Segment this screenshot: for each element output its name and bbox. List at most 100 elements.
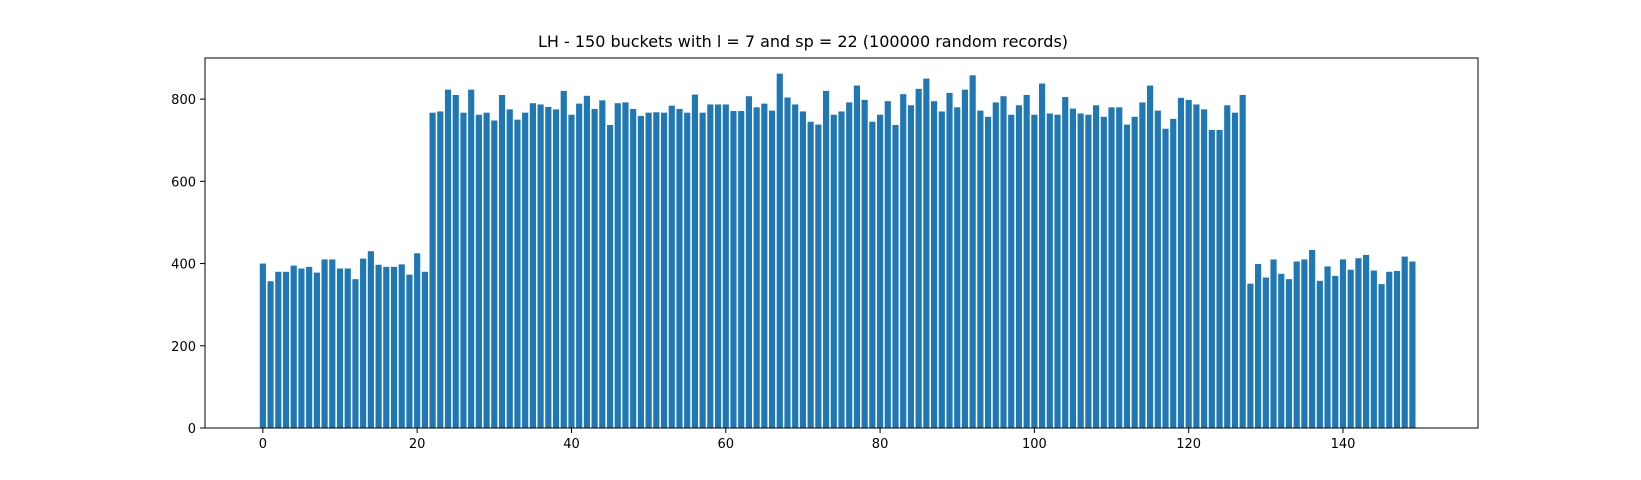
- bar-33: [514, 119, 521, 429]
- bar-49: [637, 115, 644, 428]
- bar-130: [1262, 277, 1269, 428]
- bar-35: [529, 103, 536, 428]
- bar-25: [452, 95, 459, 428]
- bar-22: [429, 112, 436, 429]
- bar-52: [660, 112, 668, 429]
- bar-8: [321, 259, 328, 428]
- x-tick-label: 140: [1331, 437, 1356, 452]
- bar-132: [1278, 273, 1285, 428]
- y-tick-label: 400: [171, 258, 196, 273]
- bar-51: [653, 112, 660, 429]
- x-tick-label: 80: [872, 437, 889, 452]
- bar-60: [722, 104, 729, 429]
- bar-93: [977, 110, 984, 429]
- x-tick-label: 100: [1022, 437, 1047, 452]
- bar-112: [1123, 124, 1131, 428]
- bar-39: [560, 90, 567, 428]
- bar-101: [1039, 83, 1046, 429]
- bar-3: [282, 271, 290, 428]
- y-tick-label: 0: [188, 422, 196, 437]
- bar-75: [838, 111, 845, 428]
- bar-96: [1000, 96, 1007, 428]
- bar-29: [483, 112, 490, 429]
- bar-40: [568, 114, 575, 428]
- bar-90: [954, 107, 961, 428]
- bar-10: [336, 268, 344, 428]
- x-tick-label: 0: [259, 437, 267, 452]
- bar-41: [576, 103, 583, 428]
- bar-48: [630, 108, 637, 428]
- plot-frame: [204, 57, 1479, 429]
- bar-88: [938, 111, 945, 428]
- bar-19: [406, 274, 413, 428]
- bar-113: [1131, 116, 1138, 428]
- bar-20: [414, 253, 421, 428]
- bar-107: [1085, 114, 1092, 428]
- bar-121: [1193, 104, 1200, 429]
- bar-4: [290, 265, 297, 428]
- bar-46: [614, 103, 621, 428]
- bar-38: [552, 109, 560, 428]
- bar-98: [1015, 105, 1023, 428]
- bar-143: [1363, 254, 1370, 428]
- bar-26: [460, 112, 467, 429]
- bar-63: [745, 96, 752, 428]
- bar-136: [1309, 249, 1316, 428]
- bar-135: [1301, 259, 1308, 428]
- bar-53: [668, 105, 675, 428]
- bar-100: [1031, 114, 1038, 428]
- bar-58: [707, 104, 714, 429]
- bar-94: [985, 116, 992, 428]
- bar-115: [1147, 85, 1154, 428]
- bar-147: [1393, 270, 1401, 428]
- bar-2: [275, 271, 282, 428]
- x-axis: 0 20 40 60 80 100 120 140: [259, 428, 1356, 452]
- y-tick-label: 200: [171, 340, 196, 355]
- bar-1: [267, 281, 274, 428]
- bar-54: [676, 108, 683, 428]
- bar-50: [645, 112, 652, 429]
- bar-71: [807, 121, 814, 428]
- bar-57: [699, 112, 706, 429]
- bar-64: [753, 107, 760, 428]
- bar-123: [1208, 129, 1215, 428]
- bar-43: [591, 108, 598, 428]
- bar-79: [869, 121, 876, 428]
- bar-119: [1177, 97, 1185, 428]
- bar-27: [468, 89, 475, 428]
- y-tick-label: 800: [171, 93, 196, 108]
- bar-47: [622, 102, 629, 429]
- x-tick-label: 60: [717, 437, 734, 452]
- bar-82: [892, 125, 899, 428]
- bar-65: [761, 103, 768, 428]
- bar-99: [1023, 95, 1030, 428]
- x-tick-label: 40: [563, 437, 580, 452]
- bar-6: [306, 266, 313, 428]
- bar-15: [375, 264, 382, 428]
- bar-91: [961, 89, 969, 428]
- bar-140: [1339, 259, 1347, 428]
- bar-32: [506, 109, 513, 428]
- bars-group: [259, 73, 1416, 429]
- bar-70: [799, 111, 807, 428]
- bar-104: [1062, 97, 1069, 428]
- bar-117: [1162, 128, 1169, 428]
- bar-7: [313, 272, 320, 428]
- bar-31: [498, 95, 506, 428]
- bar-149: [1409, 261, 1416, 428]
- bar-114: [1139, 102, 1146, 429]
- bar-28: [475, 114, 482, 428]
- bar-133: [1285, 279, 1293, 428]
- y-tick-label: 600: [171, 175, 196, 190]
- bar-105: [1069, 108, 1077, 428]
- bar-89: [946, 92, 953, 428]
- bar-66: [768, 110, 776, 429]
- bar-11: [344, 268, 351, 428]
- x-tick-label: 20: [409, 437, 426, 452]
- bar-73: [822, 90, 830, 428]
- bar-108: [1093, 105, 1100, 428]
- bar-110: [1108, 107, 1115, 428]
- bar-131: [1270, 259, 1277, 428]
- bar-83: [900, 94, 907, 429]
